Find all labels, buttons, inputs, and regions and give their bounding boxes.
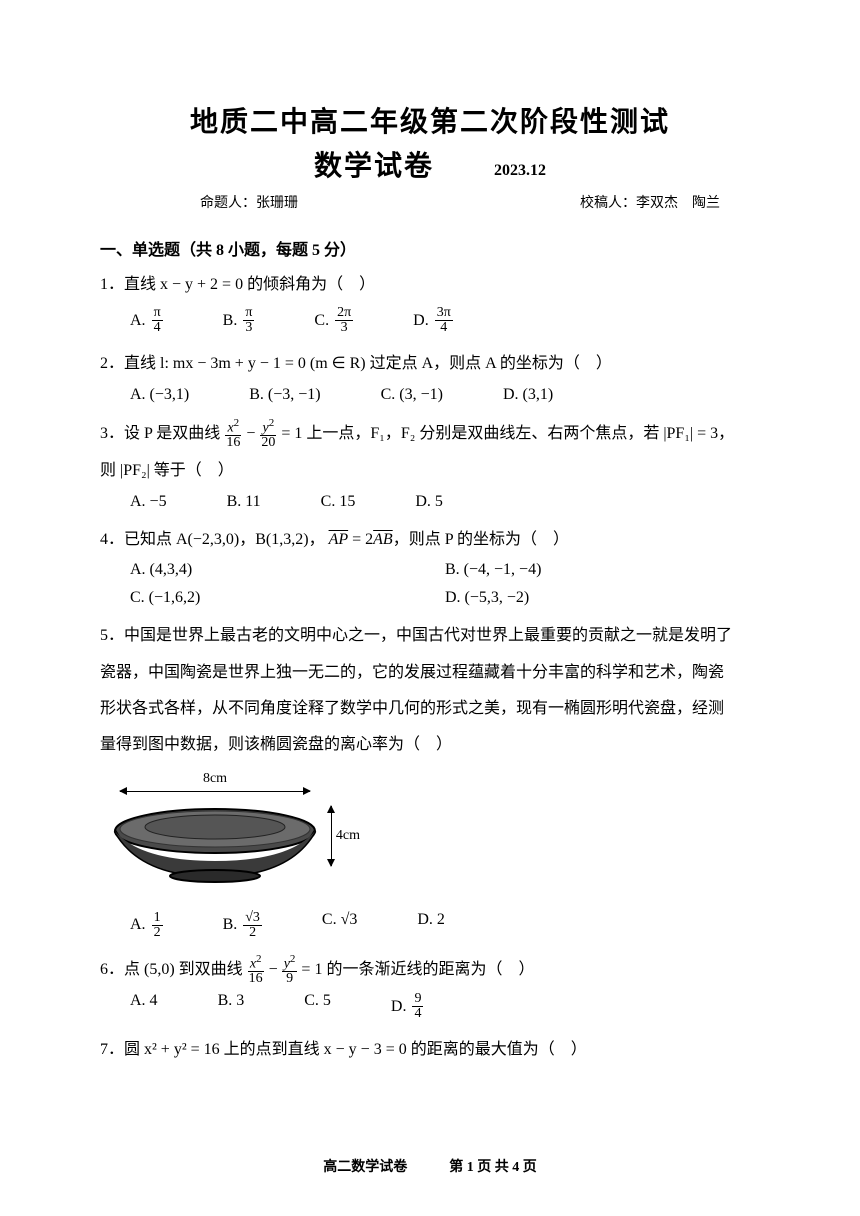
q4-options: A. (4,3,4) B. (−4, −1, −4) C. (−1,6,2) D… [130, 561, 760, 607]
q2-options: A. (−3,1) B. (−3, −1) C. (3, −1) D. (3,1… [130, 386, 760, 404]
q5-options: A.12 B.√32 C. √3 D. 2 [130, 911, 760, 940]
question-3: 3．设 P 是双曲线 x216 − y220 = 1 上一点，F₁，F₂ 分别是… [100, 418, 760, 451]
question-6: 6．点 (5,0) 到双曲线 x216 − y29 = 1 的一条渐近线的距离为… [100, 954, 760, 987]
credits-row: 命题人：张珊珊 校稿人：李双杰 陶兰 [200, 192, 720, 212]
q2-option-c: C. (3, −1) [381, 386, 443, 404]
q6-option-a: A. 4 [130, 992, 158, 1021]
title-date: 2023.12 [494, 162, 546, 180]
q1-option-d: D.3π4 [413, 306, 453, 335]
q1-option-a: A.π4 [130, 306, 163, 335]
page-footer: 高二数学试卷 第 1 页 共 4 页 [0, 1156, 860, 1176]
q3-option-d: D. 5 [415, 493, 443, 511]
q5-option-d: D. 2 [417, 911, 445, 940]
q4-option-c: C. (−1,6,2) [130, 589, 445, 607]
q2-option-d: D. (3,1) [503, 386, 553, 404]
width-label: 8cm [203, 771, 227, 786]
reviewers: 校稿人：李双杰 陶兰 [580, 192, 720, 212]
plate-icon [110, 801, 320, 891]
height-arrow: 4cm [331, 806, 360, 866]
title-sub-row: 数学试卷 2023.12 [100, 144, 760, 184]
title-sub: 数学试卷 [314, 144, 434, 184]
question-5-l2: 瓷器，中国陶瓷是世界上独一无二的，它的发展过程蕴藏着十分丰富的科学和艺术，陶瓷 [100, 658, 760, 688]
question-5-l3: 形状各式各样，从不同角度诠释了数学中几何的形式之美，现有一椭圆形明代瓷盘，经测 [100, 694, 760, 724]
q5-option-c: C. √3 [322, 911, 357, 940]
q5-option-a: A.12 [130, 911, 163, 940]
q3-option-a: A. −5 [130, 493, 167, 511]
question-7: 7．圆 x² + y² = 16 上的点到直线 x − y − 3 = 0 的距… [100, 1035, 760, 1065]
q6-option-b: B. 3 [218, 992, 245, 1021]
question-5-l1: 5．中国是世界上最古老的文明中心之一，中国古代对世界上最重要的贡献之一就是发明了 [100, 621, 760, 651]
q4-option-a: A. (4,3,4) [130, 561, 445, 579]
question-4: 4．已知点 A(−2,3,0)，B(1,3,2)， AP = 2AB，则点 P … [100, 525, 760, 555]
question-1: 1．直线 x − y + 2 = 0 的倾斜角为（ ） [100, 270, 760, 300]
width-arrow: 8cm [120, 771, 310, 792]
q1-option-c: C.2π3 [314, 306, 353, 335]
author: 命题人：张珊珊 [200, 192, 298, 212]
q6-options: A. 4 B. 3 C. 5 D.94 [130, 992, 760, 1021]
q2-option-a: A. (−3,1) [130, 386, 189, 404]
q4-option-d: D. (−5,3, −2) [445, 589, 760, 607]
q3-option-c: C. 15 [321, 493, 356, 511]
q6-option-c: C. 5 [304, 992, 331, 1021]
section-1-title: 一、单选题（共 8 小题，每题 5 分） [100, 236, 760, 260]
question-5-l4: 量得到图中数据，则该椭圆瓷盘的离心率为（ ） [100, 730, 760, 760]
q1-option-b: B.π3 [223, 306, 255, 335]
question-2: 2．直线 l: mx − 3m + y − 1 = 0 (m ∈ R) 过定点 … [100, 349, 760, 379]
q6-option-d: D.94 [391, 992, 424, 1021]
plate-figure: 8cm 4cm [110, 771, 370, 901]
q4-option-b: B. (−4, −1, −4) [445, 561, 760, 579]
q1-options: A.π4 B.π3 C.2π3 D.3π4 [130, 306, 760, 335]
question-3-line2: 则 |PF₂| 等于（ ） [100, 456, 760, 486]
q2-option-b: B. (−3, −1) [249, 386, 320, 404]
height-label: 4cm [336, 828, 360, 844]
q5-option-b: B.√32 [223, 911, 262, 940]
q3-options: A. −5 B. 11 C. 15 D. 5 [130, 493, 760, 511]
q3-option-b: B. 11 [227, 493, 261, 511]
title-block: 地质二中高二年级第二次阶段性测试 数学试卷 2023.12 [100, 100, 760, 184]
title-main: 地质二中高二年级第二次阶段性测试 [100, 100, 760, 140]
